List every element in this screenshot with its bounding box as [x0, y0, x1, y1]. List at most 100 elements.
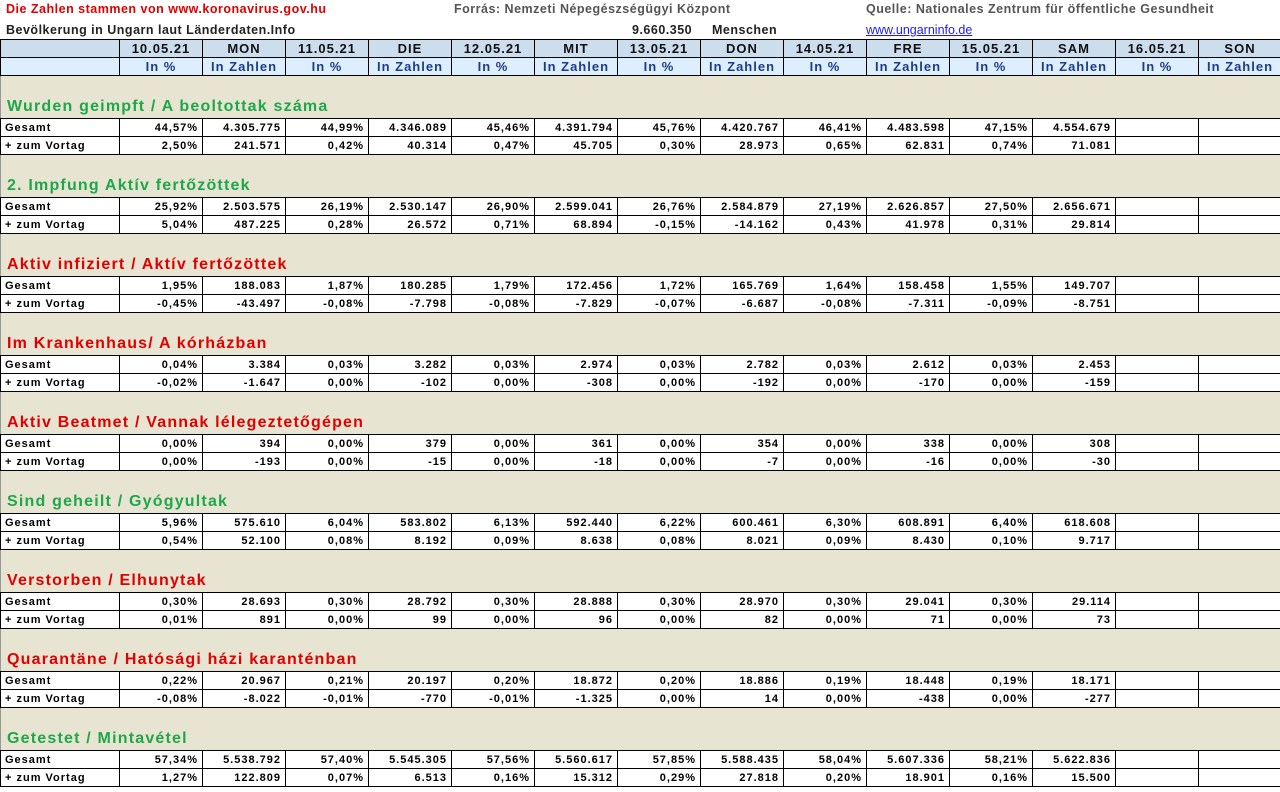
num-cell: 29.814 [1032, 215, 1116, 234]
total-row: Gesamt 0,00% 394 0,00% 379 0,00% 361 0,00% 354 0,… [0, 434, 1280, 453]
pct-cell: -0,07% [617, 294, 701, 313]
pct-cell: 0,00% [783, 610, 867, 629]
pct-cell: 1,95% [119, 276, 203, 295]
pct-cell: 2,50% [119, 136, 203, 155]
total-row: Gesamt 25,92% 2.503.575 26,19% 2.530.147 26,9… [0, 197, 1280, 216]
num-cell: 361 [534, 434, 618, 453]
row-label: Gesamt [0, 513, 120, 532]
num-cell: 4.346.089 [368, 118, 452, 137]
num-cell: 2.584.879 [700, 197, 784, 216]
pct-cell: 27,50% [949, 197, 1033, 216]
num-cell: -16 [866, 452, 950, 471]
pct-cell: 0,01% [119, 610, 203, 629]
pct-cell: 0,31% [949, 215, 1033, 234]
num-cell: 575.610 [202, 513, 286, 532]
num-cell: -15 [368, 452, 452, 471]
pct-cell [1115, 513, 1199, 532]
pct-cell: 57,40% [285, 750, 369, 769]
pct-cell [1115, 610, 1199, 629]
pct-cell: -0,08% [285, 294, 369, 313]
num-cell: 2.530.147 [368, 197, 452, 216]
num-cell: 583.802 [368, 513, 452, 532]
num-cell [1198, 197, 1280, 216]
pct-cell: 0,07% [285, 768, 369, 787]
num-cell: 4.305.775 [202, 118, 286, 137]
num-cell: 28.792 [368, 592, 452, 611]
num-cell: 592.440 [534, 513, 618, 532]
pct-cell: 0,19% [949, 671, 1033, 690]
row-label: Gesamt [0, 276, 120, 295]
num-cell: 3.384 [202, 355, 286, 374]
num-cell: 2.782 [700, 355, 784, 374]
pct-cell: -0,08% [783, 294, 867, 313]
delta-row: + zum Vortag 0,01% 891 0,00% 99 0,00% 96 0,00% 8… [0, 610, 1280, 629]
num-cell: 14 [700, 689, 784, 708]
pct-cell [1115, 276, 1199, 295]
date-header: 10.05.21 [119, 39, 203, 58]
pct-cell: 0,00% [617, 689, 701, 708]
num-cell: 891 [202, 610, 286, 629]
pct-cell: 0,29% [617, 768, 701, 787]
pct-cell: 0,00% [119, 434, 203, 453]
pct-cell: 1,87% [285, 276, 369, 295]
num-cell: 379 [368, 434, 452, 453]
delta-row: + zum Vortag 2,50% 241.571 0,42% 40.314 0,47%… [0, 136, 1280, 155]
num-cell [1198, 118, 1280, 137]
num-cell: 29.041 [866, 592, 950, 611]
pct-cell: 0,04% [119, 355, 203, 374]
day-header: MIT [534, 39, 618, 58]
total-row: Gesamt 5,96% 575.610 6,04% 583.802 6,13% 592.4… [0, 513, 1280, 532]
pct-cell: 5,96% [119, 513, 203, 532]
num-cell: 600.461 [700, 513, 784, 532]
pct-cell: 0,00% [949, 373, 1033, 392]
total-row: Gesamt 0,04% 3.384 0,03% 3.282 0,03% 2.974 0,03… [0, 355, 1280, 374]
source-line: Die Zahlen stammen von www.koronavirus.g… [6, 2, 327, 16]
row-label: Gesamt [0, 355, 120, 374]
pct-cell: 45,46% [451, 118, 535, 137]
num-cell: 6.513 [368, 768, 452, 787]
num-cell: 172.456 [534, 276, 618, 295]
pct-cell: 0,28% [285, 215, 369, 234]
pct-cell: 44,99% [285, 118, 369, 137]
num-cell: -30 [1032, 452, 1116, 471]
website-link[interactable]: www.ungarninfo.de [866, 23, 973, 37]
pct-cell: -0,02% [119, 373, 203, 392]
num-cell: 3.282 [368, 355, 452, 374]
section-title: Aktiv Beatmet / Vannak lélegeztetőgépen [0, 391, 1280, 435]
delta-row: + zum Vortag -0,02% -1.647 0,00% -102 0,00% -3… [0, 373, 1280, 392]
population-unit: Menschen [712, 23, 778, 37]
num-cell: 122.809 [202, 768, 286, 787]
num-cell: -308 [534, 373, 618, 392]
pct-cell: 6,22% [617, 513, 701, 532]
num-cell: -7.829 [534, 294, 618, 313]
pct-cell: 26,76% [617, 197, 701, 216]
pct-cell: 44,57% [119, 118, 203, 137]
total-row: Gesamt 0,22% 20.967 0,21% 20.197 0,20% 18.872 0… [0, 671, 1280, 690]
pct-cell: 0,21% [285, 671, 369, 690]
pct-cell [1115, 531, 1199, 550]
pct-cell: 0,00% [783, 452, 867, 471]
pct-cell: -0,09% [949, 294, 1033, 313]
pct-cell: 0,43% [783, 215, 867, 234]
num-cell [1198, 276, 1280, 295]
num-cell: 28.693 [202, 592, 286, 611]
day-header: FRE [866, 39, 950, 58]
pct-cell: 0,00% [783, 373, 867, 392]
quelle-label: Quelle: Nationales Zentrum für öffentlic… [866, 2, 1215, 16]
pct-cell: 1,64% [783, 276, 867, 295]
num-cell: -18 [534, 452, 618, 471]
section-header-row: Sind geheilt / Gyógyultak [0, 470, 1280, 514]
num-cell: 8.430 [866, 531, 950, 550]
pct-subheader: In % [617, 57, 701, 76]
num-cell: 40.314 [368, 136, 452, 155]
pct-cell: 0,74% [949, 136, 1033, 155]
date-header-row: 10.05.21 MON 11.05.21 DIE 12.05.21 MIT 13.05.2… [0, 39, 1280, 58]
date-header: 12.05.21 [451, 39, 535, 58]
header-corner [0, 39, 120, 58]
num-cell: 28.888 [534, 592, 618, 611]
num-cell: 308 [1032, 434, 1116, 453]
pct-cell: 45,76% [617, 118, 701, 137]
pct-cell: -0,08% [451, 294, 535, 313]
pct-cell [1115, 592, 1199, 611]
num-cell: -7 [700, 452, 784, 471]
